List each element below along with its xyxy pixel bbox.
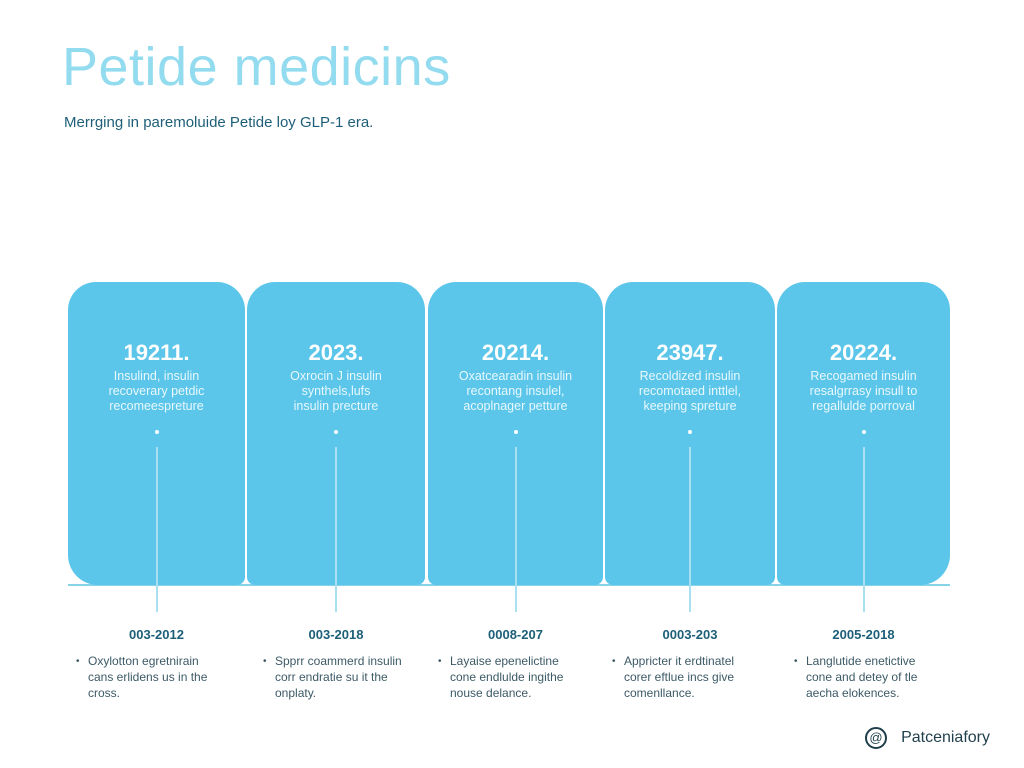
card-text: recoverary petdic (108, 384, 205, 398)
card-dot (861, 430, 866, 434)
card-year: 20214. (481, 340, 550, 365)
period-label: 2005-2018 (832, 627, 895, 642)
bullet: • (76, 656, 80, 667)
card-year: 2023. (308, 340, 364, 365)
brand-icon: @ (865, 727, 887, 749)
brand: Patceniafory (901, 729, 990, 746)
card-text: resalgrrasy insull to (809, 384, 918, 398)
card-year: 19211. (123, 340, 190, 365)
bullet: • (438, 656, 442, 667)
note-text: corer eftlue incs give (624, 670, 735, 684)
timeline-axis (68, 584, 950, 586)
note-text: comenllance. (624, 686, 695, 700)
card-dot (334, 430, 338, 434)
card-text: recomotaed inttlel, (638, 384, 742, 398)
title: Petide medicins (62, 37, 451, 97)
card-text: insulin precture (293, 399, 379, 413)
card-text: Recoldized insulin (639, 369, 741, 383)
card-dot (688, 430, 692, 434)
period-label: 003-2018 (308, 627, 364, 642)
period-label: 0003-203 (662, 627, 718, 642)
card-text: Insulind, insulin (113, 369, 200, 383)
card-text: Oxrocin J insulin (290, 369, 382, 383)
note-text: nouse delance. (450, 686, 532, 700)
card-dot (513, 430, 518, 434)
card-text: recomeespreture (109, 399, 204, 413)
card-text: recontang insulel, (466, 384, 565, 398)
card-text: keeping spreture (643, 399, 737, 413)
card-dot (154, 430, 159, 434)
connector-line (335, 447, 337, 612)
bullet: • (263, 656, 267, 667)
note-text: cone endlulde ingithe (450, 670, 564, 684)
note-text: cone and detey of tle (806, 670, 918, 684)
connector-line (689, 447, 691, 612)
card-year: 23947. (656, 340, 724, 365)
note-text: cross. (88, 686, 121, 700)
card-text: Recogamed insulin (810, 369, 917, 383)
connector-line (155, 447, 158, 612)
period-label: 003-2012 (129, 627, 184, 642)
connector-line (514, 447, 517, 612)
subtitle: Merrging in paremoluide Petide loy GLP-1… (64, 114, 374, 131)
card-year: 20224. (829, 340, 898, 365)
card-text: synthels,lufs (301, 384, 371, 398)
note-text: onplaty. (275, 686, 317, 700)
note-text: Langlutide enetictive (806, 654, 916, 668)
note-text: Oxylotton egretnirain (88, 654, 199, 668)
note-text: Appricter it erdtinatel (624, 654, 735, 668)
connector-line (862, 447, 865, 612)
bullet: • (612, 656, 616, 667)
note-text: Spprr coammerd insulin (275, 654, 402, 668)
note-text: cans erlidens us in the (88, 670, 208, 684)
card-text: acoplnager petture (463, 399, 568, 413)
note-text: aecha elokences. (806, 686, 900, 700)
note-text: Layaise epenelictine (450, 654, 559, 668)
card-text: Oxatcearadin insulin (458, 369, 573, 383)
bullet: • (794, 656, 798, 667)
card-text: regallulde porroval (812, 399, 915, 413)
period-label: 0008-207 (488, 627, 543, 642)
note-text: corr endratie su it the (275, 670, 388, 684)
